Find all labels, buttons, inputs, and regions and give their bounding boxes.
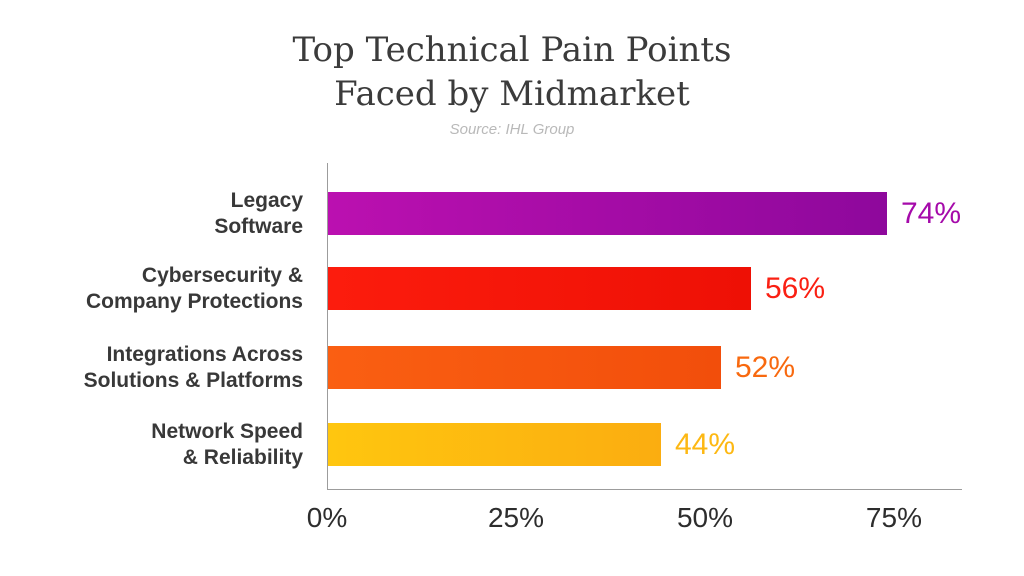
category-label-line: Legacy — [230, 188, 303, 212]
x-tick-label-50: 50% — [676, 502, 733, 533]
chart-title-line2: Faced by Midmarket — [334, 74, 690, 114]
category-label-line: Integrations Across — [106, 342, 303, 366]
bar-legacy-software — [328, 192, 887, 235]
category-label-line: Solutions & Platforms — [83, 368, 303, 392]
value-label-cybersecurity-company-protections: 56% — [765, 271, 826, 305]
category-label-integrations-across-solutions-platforms: Integrations Across Solutions & Platforms — [84, 342, 303, 394]
value-label-network-speed-reliability: 44% — [675, 427, 736, 461]
x-tick-label-25: 25% — [487, 502, 545, 533]
category-label-line: & Reliability — [182, 445, 303, 469]
chart-title-line1: Top Technical Pain Points — [292, 30, 732, 70]
category-label-line: Cybersecurity & — [141, 263, 303, 287]
category-label-line: Software — [214, 214, 303, 238]
plot-axes — [327, 163, 962, 490]
category-label-network-speed-reliability: Network Speed & Reliability — [151, 419, 303, 471]
bar-integrations-across-solutions-platforms — [328, 346, 721, 389]
bar-cybersecurity-company-protections — [328, 267, 751, 310]
chart-source-note: Source: IHL Group — [449, 121, 575, 138]
bar-network-speed-reliability — [328, 423, 661, 466]
category-label-legacy-software: Legacy Software — [214, 188, 303, 240]
value-label-integrations-across-solutions-platforms: 52% — [735, 350, 796, 384]
x-tick-label-0: 0% — [306, 502, 348, 533]
category-label-line: Network Speed — [151, 419, 303, 443]
category-label-cybersecurity-company-protections: Cybersecurity & Company Protections — [86, 263, 303, 315]
x-tick-label-75: 75% — [865, 502, 922, 533]
chart-title: Top Technical Pain Points Faced by Midma… — [0, 28, 1024, 116]
category-label-line: Company Protections — [85, 289, 303, 313]
value-label-legacy-software: 74% — [901, 196, 962, 230]
